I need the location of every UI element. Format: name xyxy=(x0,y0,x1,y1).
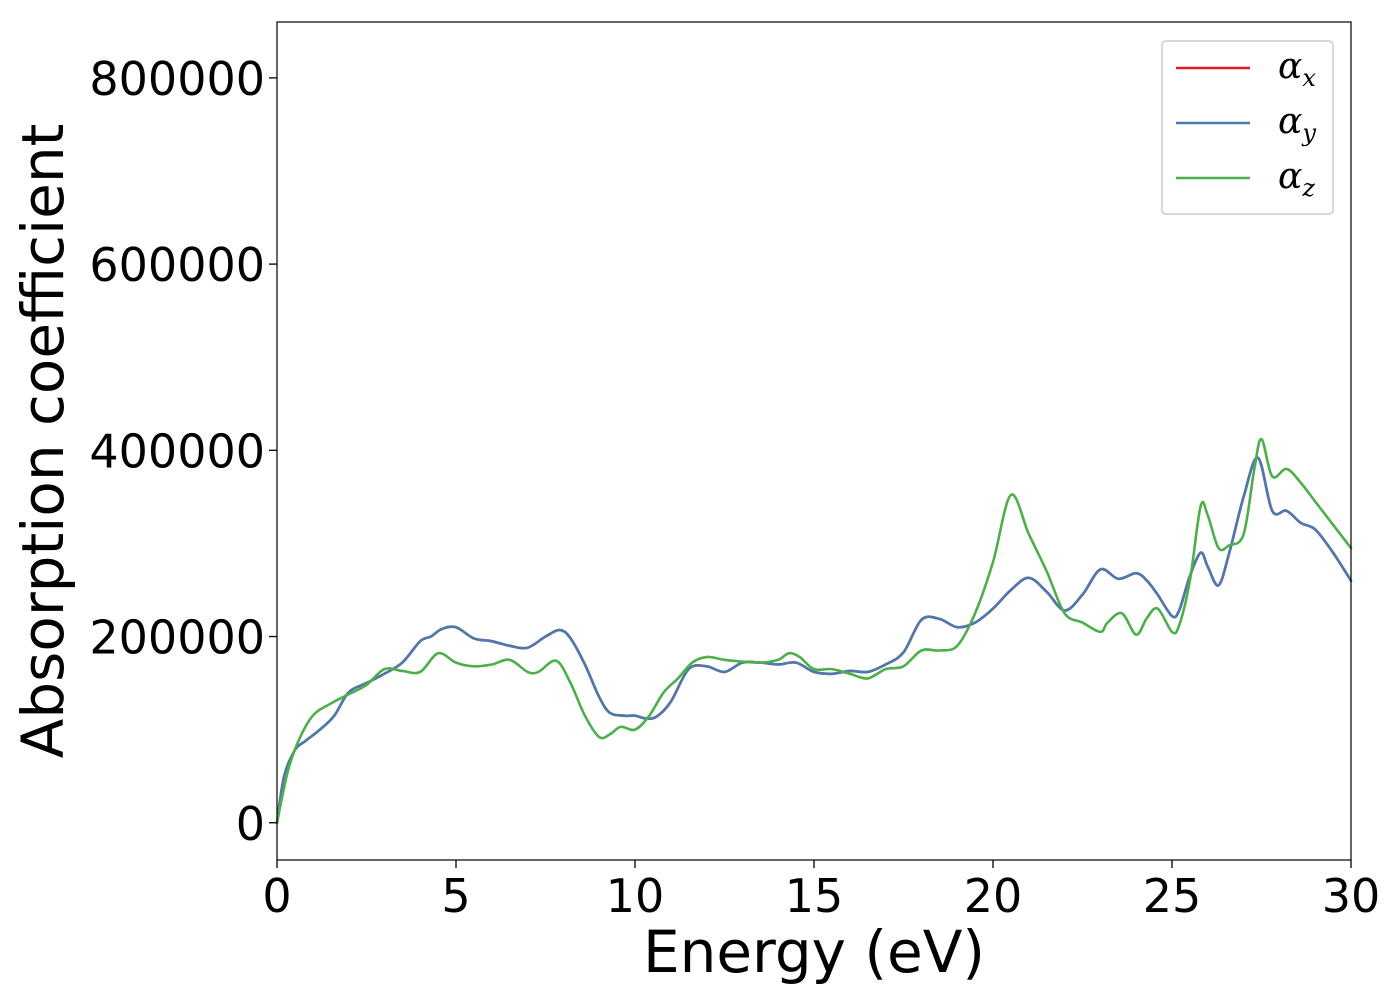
legend-box xyxy=(1161,40,1334,215)
series-line-alpha-z xyxy=(275,437,1353,825)
x-tick-label: 30 xyxy=(1322,869,1381,923)
y-ticks: 0 200000 400000 600000 800000 xyxy=(89,52,277,851)
y-axis-label: Absorption coefficient xyxy=(9,124,77,759)
y-tick-label: 0 xyxy=(236,797,265,851)
x-tick-label: 10 xyxy=(606,869,665,923)
x-tick-label: 15 xyxy=(785,869,844,923)
x-tick-label: 20 xyxy=(964,869,1023,923)
series-lines xyxy=(275,437,1353,825)
x-axis-label: Energy (eV) xyxy=(643,918,985,986)
x-tick-label: 5 xyxy=(441,869,470,923)
y-tick-label: 600000 xyxy=(89,238,265,292)
x-tick-label: 0 xyxy=(262,869,291,923)
x-tick-label: 25 xyxy=(1143,869,1202,923)
y-tick-label: 800000 xyxy=(89,52,265,106)
x-ticks: 0 5 10 15 20 25 30 xyxy=(262,860,1380,923)
y-tick-label: 400000 xyxy=(89,424,265,478)
y-tick-label: 200000 xyxy=(89,611,265,665)
